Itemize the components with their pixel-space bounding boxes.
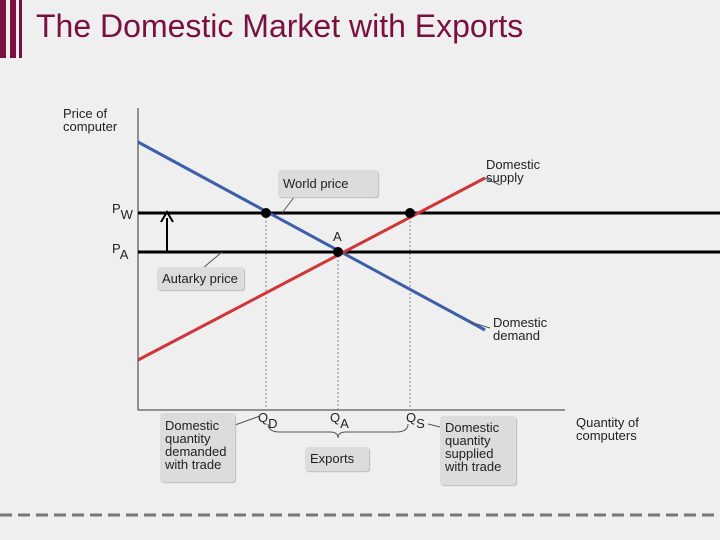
callout: Autarky price [157,267,244,290]
demand-label: Domestic demand [493,315,548,343]
quantity-symbol: Q [406,410,417,425]
price-symbol: P [112,241,120,256]
leader [484,177,501,186]
price-subscript: W [120,207,133,222]
point [333,247,343,257]
callout: World price [278,170,378,197]
quantity-label: QD [258,410,278,430]
quantity-subscript: D [268,416,278,431]
guides [265,213,411,410]
price-subscript: A [119,247,129,262]
accent-bar [19,0,22,58]
quantity-subscript: A [340,416,349,431]
point [261,208,271,218]
leader [234,415,261,426]
accent-bar [10,0,16,58]
quantity-subscript: S [416,416,425,431]
quantity-label: QA [330,410,349,430]
quantity-symbol: Q [330,410,341,425]
leader [469,321,491,329]
arrow-head [160,210,174,223]
quantity-label: QS [406,410,425,430]
accent-bar [0,0,6,58]
title: The Domestic Market with Exports [36,8,524,44]
brace [267,423,409,439]
callout: Exports [305,447,369,471]
price-label: PW [112,201,133,221]
price-label: PA [112,241,128,261]
y-axis-label: Price of computer [63,106,118,134]
supply-label: Domestic supply [486,157,541,185]
price-symbol: P [112,201,121,216]
callout: Domestic quantity demanded with trade [160,413,235,482]
leader [281,195,296,214]
demand-curve [137,140,486,332]
supply-curve [137,176,486,362]
point [405,208,415,218]
leader [202,251,223,269]
quantity-symbol: Q [258,410,269,425]
point-label: A [333,229,342,244]
x-axis-label: Quantity of computers [576,415,639,443]
callout: Domestic quantity supplied with trade [440,416,516,485]
